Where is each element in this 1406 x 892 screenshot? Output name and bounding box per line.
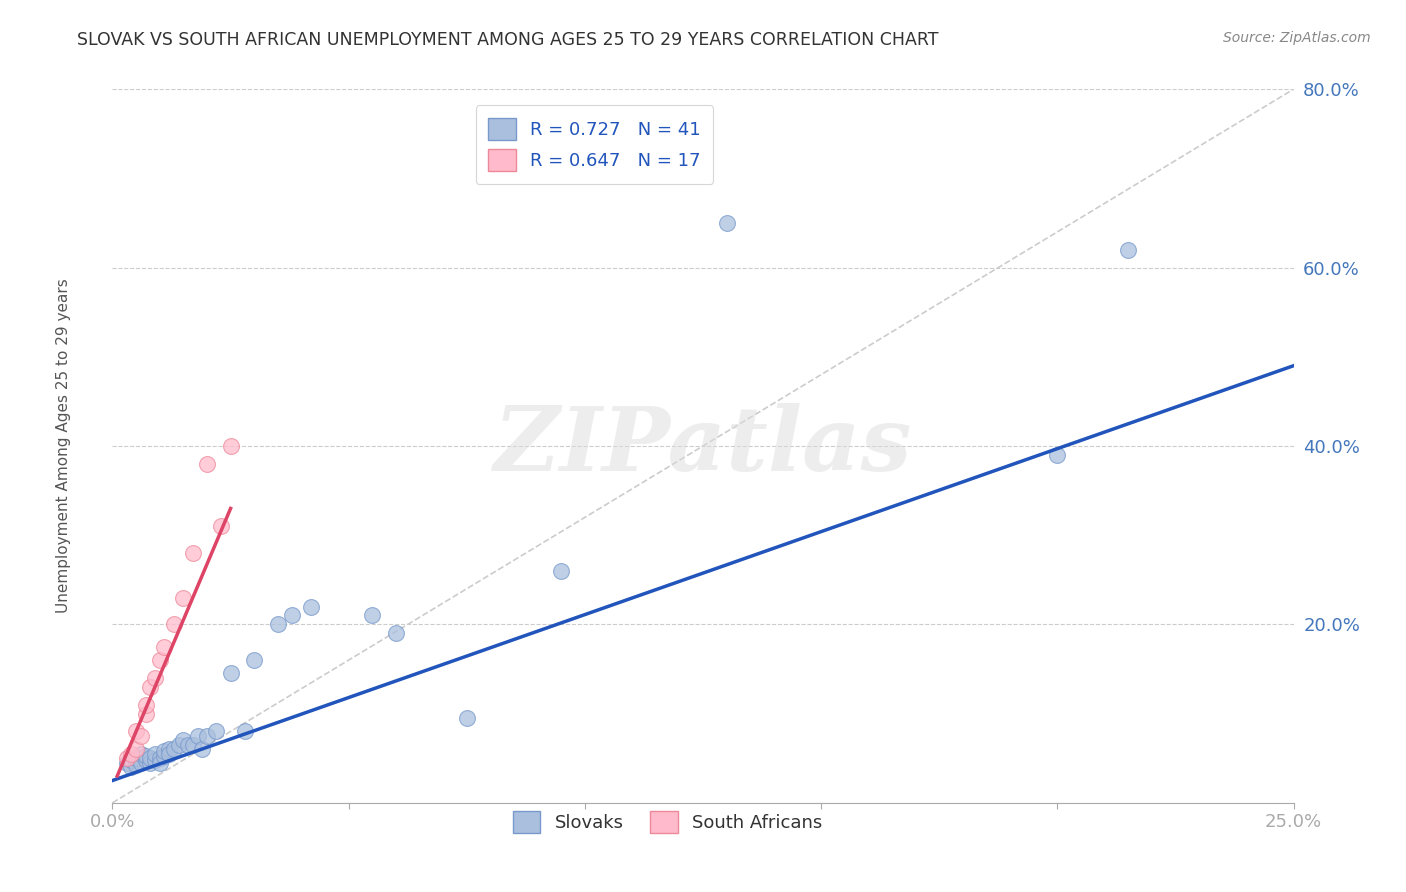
Point: [219, 666, 242, 681]
Point: [195, 729, 218, 743]
Point: [149, 756, 172, 770]
Point: [163, 617, 186, 632]
Point: [139, 751, 162, 765]
Point: [125, 758, 148, 772]
Point: [172, 733, 194, 747]
Point: [115, 751, 138, 765]
Point: [219, 439, 242, 453]
Point: [129, 747, 152, 761]
Point: [135, 698, 157, 712]
Point: [177, 738, 200, 752]
Point: [153, 744, 176, 758]
Point: [281, 608, 304, 623]
Point: [181, 546, 204, 560]
Point: [129, 756, 152, 770]
Point: [181, 738, 204, 752]
Point: [129, 729, 152, 743]
Point: [233, 724, 256, 739]
Point: [550, 564, 572, 578]
Point: [153, 749, 176, 764]
Point: [243, 653, 266, 667]
Point: [361, 608, 384, 623]
Point: [205, 724, 228, 739]
Point: [120, 753, 142, 767]
Point: [385, 626, 408, 640]
Point: [139, 680, 162, 694]
Point: [115, 756, 138, 770]
Legend: Slovaks, South Africans: Slovaks, South Africans: [502, 800, 834, 844]
Point: [157, 747, 180, 761]
Point: [120, 760, 142, 774]
Point: [209, 519, 232, 533]
Point: [143, 753, 166, 767]
Point: [143, 671, 166, 685]
Point: [135, 706, 157, 721]
Point: [139, 756, 162, 770]
Point: [267, 617, 290, 632]
Point: [143, 747, 166, 761]
Point: [149, 751, 172, 765]
Point: [157, 742, 180, 756]
Point: [191, 742, 214, 756]
Point: [135, 749, 157, 764]
Point: [167, 738, 190, 752]
Point: [172, 591, 194, 605]
Point: [125, 724, 148, 739]
Point: [135, 753, 157, 767]
Point: [716, 216, 738, 230]
Point: [163, 742, 186, 756]
Point: [456, 711, 478, 725]
Point: [186, 729, 208, 743]
Point: [1116, 243, 1139, 257]
Point: [125, 751, 148, 765]
Point: [195, 457, 218, 471]
Point: [299, 599, 322, 614]
Point: [125, 742, 148, 756]
Text: Unemployment Among Ages 25 to 29 years: Unemployment Among Ages 25 to 29 years: [56, 278, 70, 614]
Text: Source: ZipAtlas.com: Source: ZipAtlas.com: [1223, 31, 1371, 45]
Point: [153, 640, 176, 654]
Text: SLOVAK VS SOUTH AFRICAN UNEMPLOYMENT AMONG AGES 25 TO 29 YEARS CORRELATION CHART: SLOVAK VS SOUTH AFRICAN UNEMPLOYMENT AMO…: [77, 31, 939, 49]
Text: ZIPatlas: ZIPatlas: [495, 403, 911, 489]
Point: [149, 653, 172, 667]
Point: [120, 747, 142, 761]
Point: [1046, 448, 1069, 462]
